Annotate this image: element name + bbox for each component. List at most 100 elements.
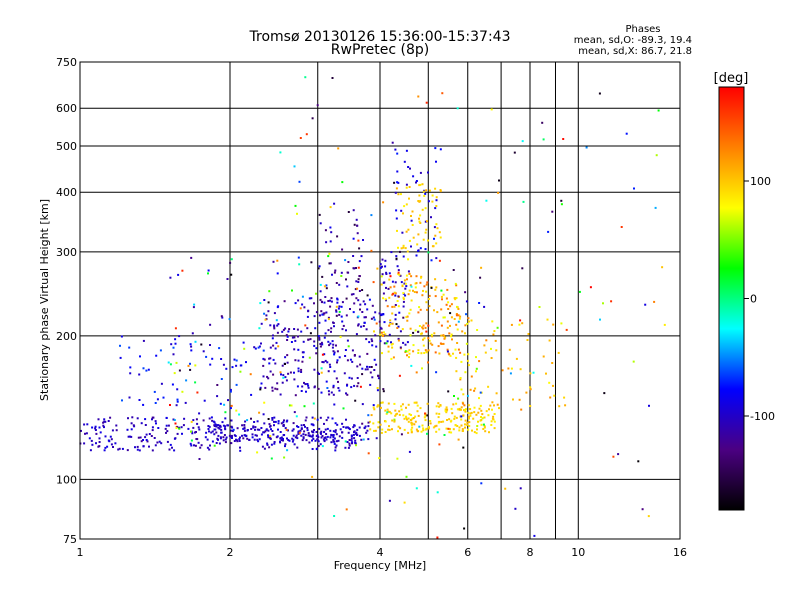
- data-point: [298, 180, 301, 183]
- data-point: [321, 313, 324, 316]
- data-point: [262, 375, 265, 378]
- data-point: [327, 255, 330, 258]
- data-point: [252, 425, 255, 428]
- data-point: [384, 298, 387, 301]
- data-point: [359, 308, 361, 311]
- data-point: [410, 431, 413, 434]
- data-point: [282, 421, 285, 424]
- data-point: [372, 316, 375, 319]
- data-point: [171, 383, 174, 386]
- data-point: [330, 300, 333, 303]
- data-point: [408, 450, 411, 453]
- data-point: [218, 427, 221, 430]
- chart-title: Tromsø 20130126 15:36:00-15:37:43: [249, 29, 511, 45]
- data-point: [294, 204, 297, 207]
- data-point: [417, 349, 420, 352]
- data-point: [331, 77, 334, 79]
- data-point: [462, 393, 465, 396]
- data-point: [136, 417, 139, 420]
- data-point: [403, 417, 406, 420]
- data-point: [397, 337, 400, 340]
- data-point: [431, 200, 434, 203]
- data-point: [409, 308, 412, 311]
- data-point: [394, 191, 397, 194]
- data-point: [323, 353, 326, 356]
- data-point: [391, 305, 394, 308]
- data-point: [449, 428, 451, 431]
- data-point: [329, 429, 332, 432]
- data-point: [460, 424, 463, 427]
- data-point: [457, 438, 460, 441]
- data-point: [220, 315, 223, 318]
- data-point: [450, 431, 453, 434]
- data-point: [309, 332, 312, 335]
- data-point: [374, 334, 377, 337]
- data-point: [424, 231, 427, 234]
- data-point: [332, 343, 335, 346]
- data-point: [641, 508, 644, 511]
- data-point: [214, 423, 217, 426]
- data-point: [448, 418, 451, 421]
- data-point: [300, 330, 303, 333]
- data-point: [451, 412, 454, 415]
- data-point: [325, 287, 328, 290]
- data-point: [412, 175, 415, 178]
- data-point: [195, 418, 198, 421]
- data-point: [408, 413, 411, 416]
- data-point: [401, 328, 404, 331]
- data-point: [290, 341, 293, 343]
- data-point: [137, 436, 140, 439]
- data-point: [345, 329, 347, 332]
- data-point: [334, 431, 337, 434]
- data-point: [475, 432, 478, 435]
- data-point: [420, 430, 423, 433]
- data-point: [220, 378, 223, 380]
- data-point: [327, 318, 330, 321]
- data-point: [276, 435, 279, 438]
- data-point: [331, 340, 334, 343]
- data-point: [394, 148, 397, 151]
- data-point: [318, 338, 321, 341]
- data-point: [301, 295, 304, 298]
- data-point: [405, 149, 408, 152]
- data-point: [333, 351, 336, 354]
- data-point: [217, 426, 220, 429]
- data-point: [435, 205, 438, 207]
- data-point: [324, 428, 327, 431]
- data-point: [491, 417, 494, 420]
- data-point: [444, 408, 447, 411]
- data-point: [275, 341, 278, 344]
- data-point: [484, 351, 487, 354]
- data-point: [346, 339, 349, 342]
- data-point: [406, 319, 409, 322]
- data-point: [232, 428, 235, 431]
- data-point: [336, 361, 338, 364]
- data-point: [412, 417, 415, 419]
- data-point: [421, 367, 423, 370]
- data-point: [380, 283, 383, 286]
- data-point: [441, 92, 444, 95]
- data-point: [405, 316, 408, 319]
- data-point: [332, 350, 335, 353]
- data-point: [424, 414, 427, 417]
- data-point: [109, 416, 112, 419]
- data-point: [224, 438, 227, 441]
- data-point: [490, 347, 492, 350]
- data-point: [522, 200, 525, 203]
- data-point: [263, 422, 266, 425]
- data-point: [384, 409, 387, 412]
- data-point: [410, 285, 413, 288]
- data-point: [187, 427, 190, 430]
- data-point: [336, 301, 339, 304]
- data-point: [345, 508, 348, 511]
- data-point: [129, 366, 132, 369]
- data-point: [366, 429, 369, 432]
- data-point: [229, 261, 232, 264]
- data-point: [204, 436, 207, 439]
- data-point: [316, 104, 319, 107]
- data-point: [263, 312, 266, 315]
- data-point: [438, 428, 441, 431]
- data-point: [276, 382, 279, 385]
- data-point: [395, 187, 398, 190]
- data-point: [313, 315, 316, 318]
